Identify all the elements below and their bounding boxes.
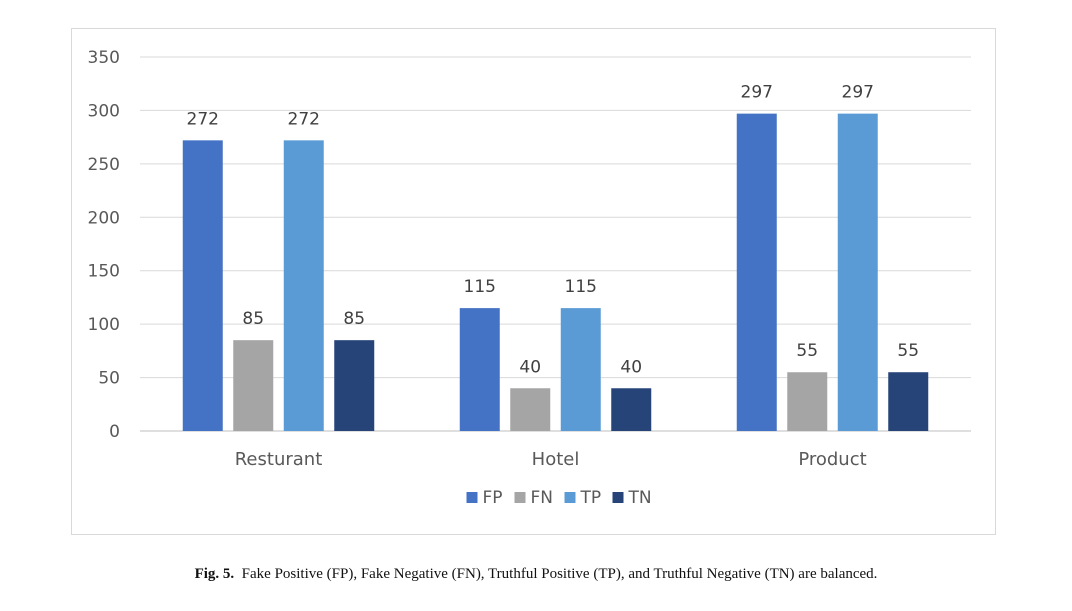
x-axis-category-labels: Resturant Hotel Product: [235, 449, 867, 470]
bar-fp-product: [736, 113, 777, 432]
bar-fp-hotel: [459, 308, 500, 431]
legend-label-fn: FN: [531, 488, 554, 508]
x-category-label: Resturant: [235, 449, 323, 470]
bar-fn-hotel: [510, 388, 551, 431]
bar-fn-product: [787, 372, 828, 431]
y-tick-label: 200: [88, 208, 120, 228]
bar-chart: 0 50 100 150 200 250 300 350 272 85 272 85 115 40 115…: [88, 48, 971, 508]
legend-label-tn: TN: [628, 488, 652, 508]
data-label: 297: [741, 83, 773, 103]
caption-text: Fake Positive (FP), Fake Negative (FN), …: [241, 566, 878, 582]
data-label: 115: [464, 277, 496, 297]
data-label: 115: [565, 277, 597, 297]
bar-tn-product: [888, 372, 929, 431]
data-label: 85: [343, 309, 365, 329]
bar-fp-resturant: [182, 140, 223, 431]
y-tick-label: 100: [88, 315, 120, 335]
legend: FP FN TP TN: [466, 488, 652, 508]
data-label: 85: [242, 309, 264, 329]
bar-tp-hotel: [560, 308, 601, 431]
bars: [182, 113, 929, 432]
legend-label-fp: FP: [483, 488, 503, 508]
data-label: 55: [796, 341, 818, 361]
x-category-label: Product: [798, 449, 866, 470]
x-category-label: Hotel: [532, 449, 580, 470]
y-tick-label: 300: [88, 101, 120, 121]
bar-fn-resturant: [233, 340, 274, 431]
legend-swatch-tp: [564, 492, 576, 503]
gridlines: [140, 56, 971, 432]
y-tick-label: 0: [109, 422, 120, 442]
y-tick-label: 250: [88, 155, 120, 175]
data-label: 40: [620, 357, 642, 377]
data-label: 297: [842, 83, 874, 103]
legend-swatch-fn: [514, 492, 526, 503]
figure-caption: Fig. 5. Fake Positive (FP), Fake Negativ…: [0, 566, 1072, 583]
bar-tn-hotel: [611, 388, 652, 431]
y-tick-label: 50: [98, 369, 120, 389]
legend-swatch-tn: [612, 492, 624, 503]
data-label: 272: [187, 109, 219, 129]
data-label: 55: [897, 341, 919, 361]
y-tick-label: 350: [88, 48, 120, 68]
legend-label-tp: TP: [580, 488, 602, 508]
chart-frame: 0 50 100 150 200 250 300 350 272 85 272 85 115 40 115…: [71, 28, 996, 535]
legend-swatch-fp: [466, 492, 478, 503]
data-labels: 272 85 272 85 115 40 115 40 297 55 297 55: [187, 83, 920, 378]
data-label: 272: [288, 109, 320, 129]
y-tick-label: 150: [88, 262, 120, 282]
data-label: 40: [519, 357, 541, 377]
figure-label: Fig. 5.: [194, 566, 235, 582]
bar-tp-product: [837, 113, 878, 432]
bar-tp-resturant: [283, 140, 324, 431]
y-axis-tick-labels: 0 50 100 150 200 250 300 350: [88, 48, 120, 442]
bar-tn-resturant: [334, 340, 375, 431]
